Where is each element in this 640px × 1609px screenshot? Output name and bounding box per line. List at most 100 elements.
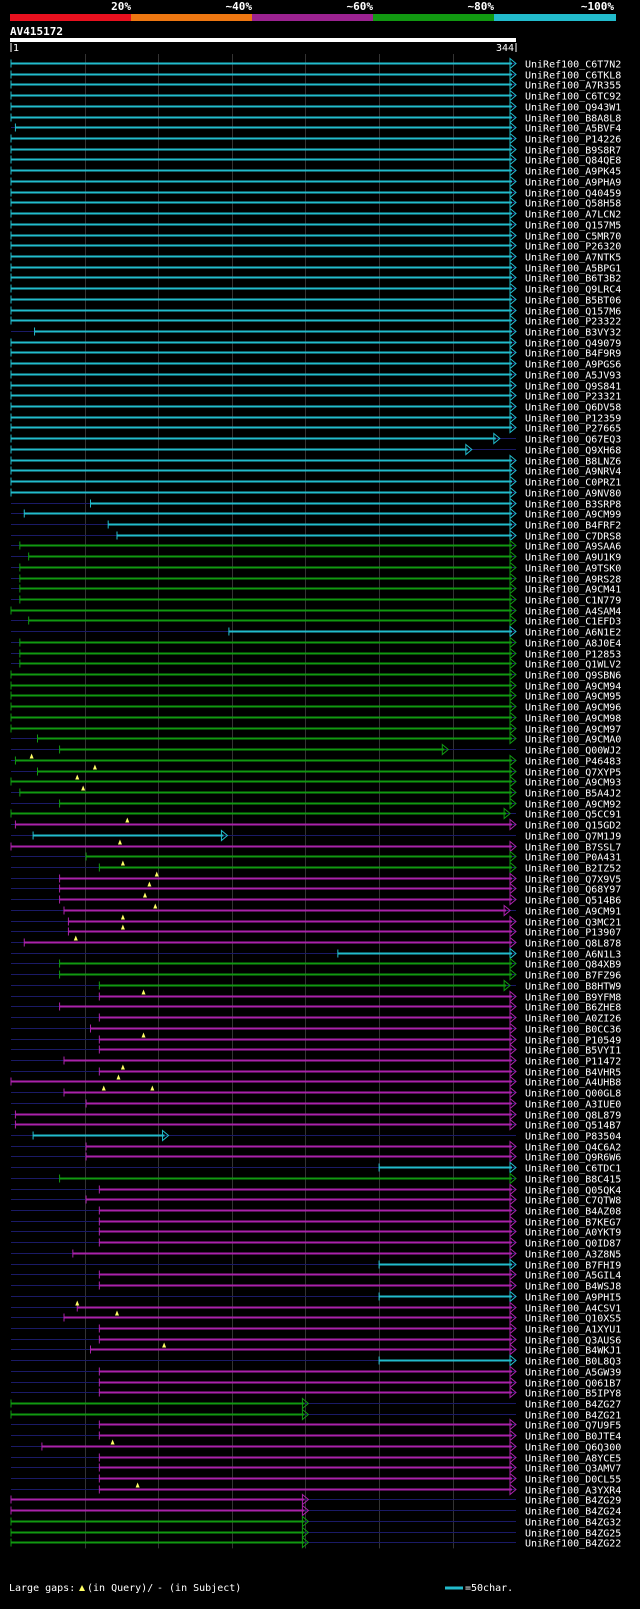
hit-end-arrow-icon (509, 990, 517, 1003)
hit-label: UniRef100_B9YFM8 (525, 993, 621, 1004)
query-gap-marker-icon (110, 1439, 115, 1445)
legend-bar-40 (131, 14, 252, 21)
hit-end-arrow-icon (509, 325, 517, 338)
hit-row: UniRef100_Q5CC91 (10, 807, 621, 821)
hit-row: UniRef100_Q7M1J9 (11, 829, 621, 843)
hit-end-arrow-icon (509, 957, 517, 970)
query-gap-marker-icon (142, 892, 147, 898)
hit-label: UniRef100_A9PK45 (525, 167, 621, 178)
hit-end-arrow-icon (509, 186, 517, 199)
hit-row: UniRef100_P10549 (11, 1032, 621, 1047)
hit-row: UniRef100_P46483 (11, 753, 621, 768)
hit-end-arrow-icon (301, 1397, 310, 1410)
hit-label: UniRef100_A0ZI26 (525, 1014, 621, 1025)
query-gap-marker-icon (120, 924, 125, 930)
hit-end-arrow-icon (509, 647, 517, 660)
hit-end-arrow-icon (509, 1451, 517, 1464)
legend-label-20: 20% (111, 0, 131, 13)
hit-end-arrow-icon (509, 1140, 517, 1153)
hit-label: UniRef100_P0A431 (525, 853, 621, 864)
hit-label: UniRef100_B7KEG7 (525, 1218, 621, 1229)
hit-end-arrow-icon (509, 411, 517, 424)
hit-label: UniRef100_Q8L879 (525, 1111, 621, 1122)
query-gap-marker-icon (141, 1032, 146, 1038)
hit-row: UniRef100_A9SAA6 (11, 539, 621, 553)
hit-end-arrow-icon (509, 1236, 517, 1249)
hit-label: UniRef100_Q7XYP5 (525, 768, 621, 779)
hit-label: UniRef100_B4FRF2 (525, 521, 621, 532)
hit-label: UniRef100_A9PHI5 (525, 1293, 621, 1304)
query-gap-marker-icon (120, 1064, 125, 1070)
hit-label: UniRef100_C7QTW8 (525, 1196, 621, 1207)
hit-end-arrow-icon (503, 904, 511, 917)
hit-end-arrow-icon (509, 389, 517, 402)
hit-end-arrow-icon (509, 572, 517, 585)
hit-row: UniRef100_Q9S841 (10, 379, 621, 393)
hit-row: UniRef100_C6T7N2 (10, 57, 621, 71)
hit-label: UniRef100_B4ZG25 (525, 1529, 621, 1540)
hit-label: UniRef100_B5BT06 (525, 296, 621, 307)
hit-end-arrow-icon (509, 1472, 517, 1485)
query-gap-marker-icon (120, 914, 125, 920)
hit-label: UniRef100_B0CC36 (525, 1025, 621, 1036)
hit-row: UniRef100_Q40459 (10, 186, 621, 200)
query-gap-marker-icon (147, 881, 152, 887)
hit-label: UniRef100_P12359 (525, 414, 621, 425)
hit-row: UniRef100_A9U1K9 (11, 550, 621, 564)
hit-end-arrow-icon (509, 1215, 517, 1228)
hit-end-arrow-icon (509, 1386, 517, 1399)
hit-row: UniRef100_P26320 (10, 239, 621, 253)
hit-label: UniRef100_A5GIL4 (525, 1271, 621, 1282)
hit-end-arrow-icon (509, 1204, 517, 1217)
hit-end-arrow-icon (509, 593, 517, 606)
hit-end-arrow-icon (509, 604, 517, 617)
hit-label: UniRef100_A9SAA6 (525, 542, 621, 553)
hit-row: UniRef100_A9RS28 (11, 572, 621, 586)
hit-row: UniRef100_B8HTW9 (11, 979, 621, 993)
hit-row: UniRef100_A3Z8N5 (11, 1247, 621, 1261)
hit-end-arrow-icon (509, 968, 517, 981)
hit-label: UniRef100_Q943W1 (525, 103, 621, 114)
query-gap-marker-icon (116, 1074, 121, 1080)
hit-row: UniRef100_C7QTW8 (11, 1193, 621, 1207)
hit-end-arrow-icon (509, 561, 517, 574)
hit-label: UniRef100_B4ZG27 (525, 1400, 621, 1411)
hit-label: UniRef100_Q10XS5 (525, 1314, 621, 1325)
hit-row: UniRef100_Q84QE8 (10, 153, 621, 167)
hit-end-arrow-icon (509, 57, 517, 70)
in-subject-label: - (in Subject) (157, 1583, 241, 1594)
hit-end-arrow-icon (509, 518, 517, 531)
query-gap-marker-icon (125, 817, 130, 823)
hit-row: UniRef100_Q0ID87 (11, 1236, 621, 1250)
query-gap-marker-icon (75, 1300, 80, 1306)
hit-label: UniRef100_C0PRZ1 (525, 478, 621, 489)
hit-label: UniRef100_B7FZ96 (525, 971, 621, 982)
hit-end-arrow-icon (509, 1118, 517, 1131)
hit-label: UniRef100_Q3AUS6 (525, 1336, 621, 1347)
hit-end-arrow-icon (509, 668, 517, 681)
hit-end-arrow-icon (509, 89, 517, 102)
hit-row: UniRef100_C6TC92 (10, 89, 621, 103)
hit-end-arrow-icon (509, 336, 517, 349)
hit-label: UniRef100_Q0ID87 (525, 1239, 621, 1250)
query-gap-marker-icon (92, 764, 97, 770)
hit-end-arrow-icon (509, 132, 517, 145)
hit-end-arrow-icon (503, 807, 511, 820)
query-gap-marker-icon (117, 839, 122, 845)
hit-end-arrow-icon (509, 400, 517, 413)
hit-end-arrow-icon (509, 293, 517, 306)
hit-row: UniRef100_A5BVF4 (11, 121, 621, 135)
hit-label: UniRef100_P11472 (525, 1057, 621, 1068)
hit-row: UniRef100_B4ZG24 (10, 1504, 621, 1518)
hit-end-arrow-icon (509, 1075, 517, 1088)
hit-end-arrow-icon (509, 711, 517, 724)
hit-row: UniRef100_P83504 (11, 1129, 621, 1143)
hit-label: UniRef100_Q5CC91 (525, 810, 621, 821)
hit-label: UniRef100_A8J0E4 (525, 639, 621, 650)
hit-label: UniRef100_B3SRP8 (525, 500, 621, 511)
hit-end-arrow-icon (509, 261, 517, 274)
hit-label: UniRef100_A9CM92 (525, 800, 621, 811)
hit-end-arrow-icon (509, 507, 517, 520)
hit-end-arrow-icon (509, 840, 517, 853)
